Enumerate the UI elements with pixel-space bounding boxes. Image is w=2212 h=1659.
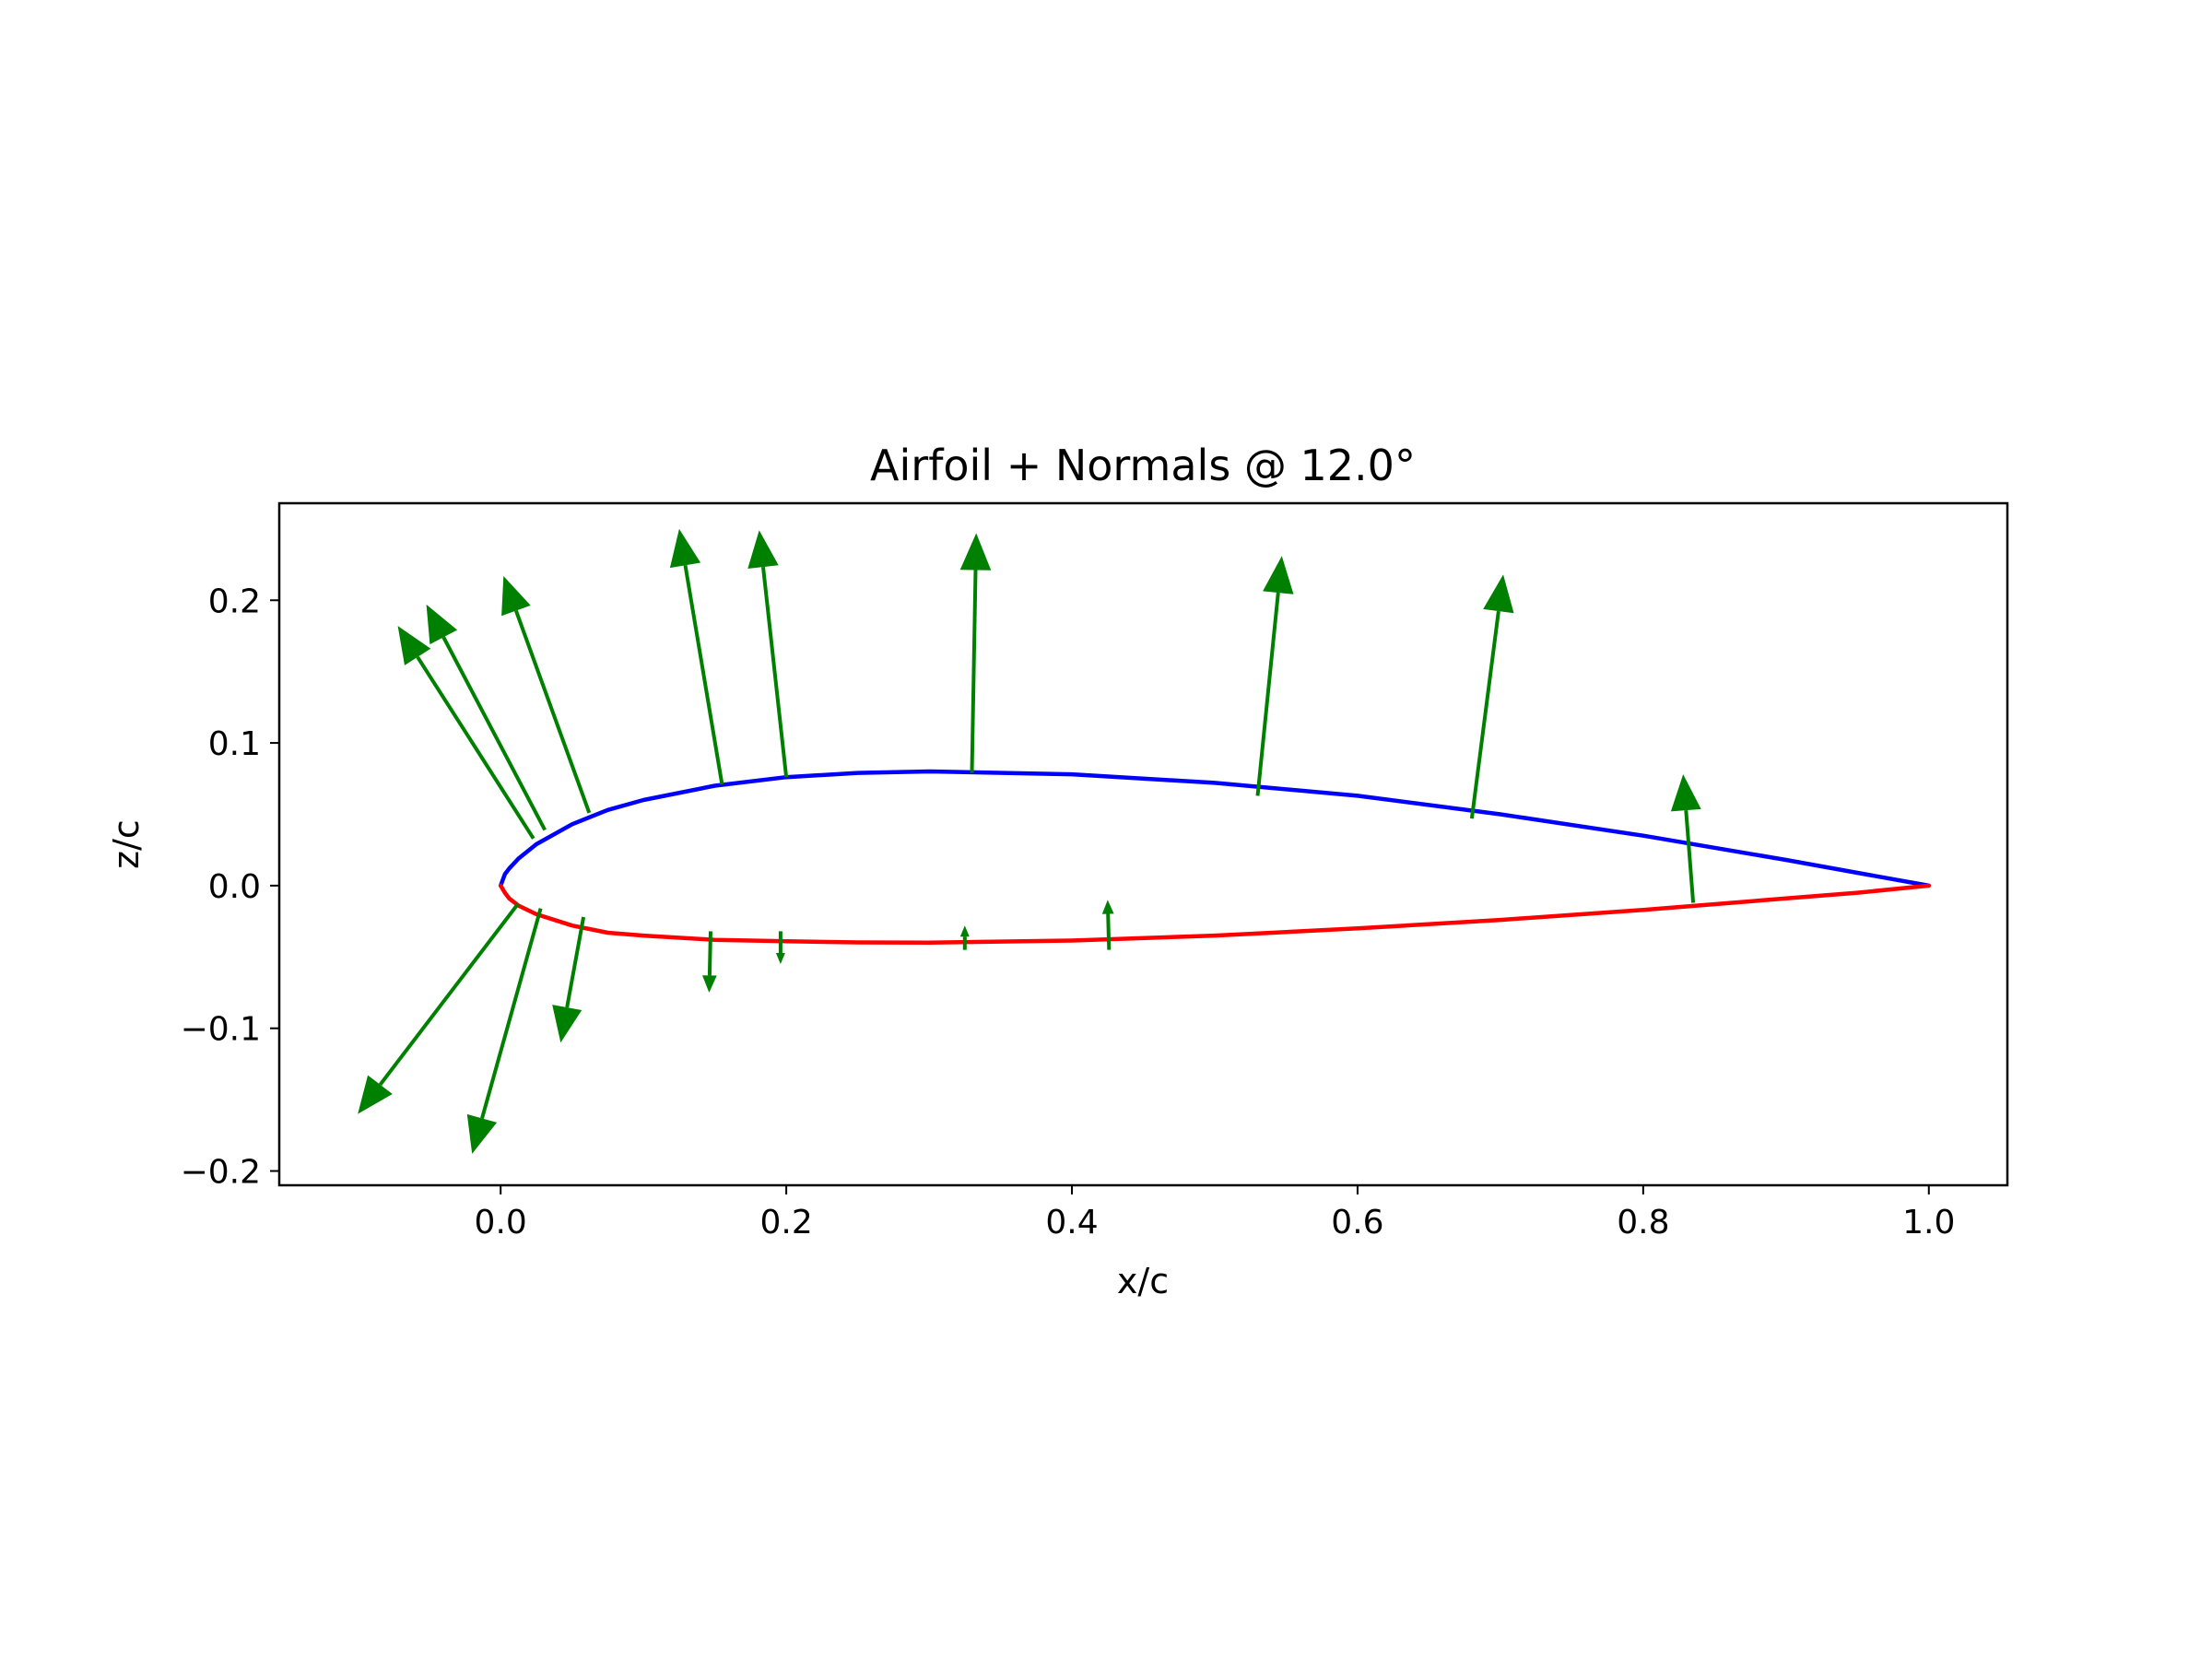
normal-arrow-head	[1101, 900, 1114, 914]
y-tick-label: 0.1	[208, 725, 261, 763]
normal-arrow-head	[358, 1075, 393, 1114]
normal-arrow	[397, 626, 535, 840]
y-tick-label: −0.2	[181, 1154, 261, 1192]
normal-arrow-head	[1483, 574, 1514, 614]
normal-arrow-head	[747, 530, 779, 569]
normal-arrow-head	[959, 533, 992, 571]
x-tick-label: 1.0	[1902, 1204, 1955, 1241]
normal-vectors	[358, 528, 1701, 1154]
x-tick-label: 0.6	[1331, 1204, 1383, 1241]
normal-arrow-shaft	[1469, 610, 1500, 819]
normal-arrow-head	[552, 1005, 582, 1043]
normal-arrow-head	[501, 576, 531, 617]
normal-arrow-shaft	[480, 908, 543, 1119]
normal-arrow-head	[466, 1113, 498, 1154]
normal-arrow-shaft	[1684, 810, 1696, 903]
chart-title: Airfoil + Normals @ 12.0°	[870, 441, 1416, 490]
normal-arrow	[775, 931, 785, 964]
upper-surface-line	[498, 769, 1932, 888]
normal-arrow	[1670, 774, 1701, 903]
normal-arrow-head	[702, 975, 717, 993]
x-tick-label: 0.2	[759, 1204, 812, 1241]
x-tick-label: 0.4	[1045, 1204, 1098, 1241]
normal-arrow-shaft	[565, 916, 586, 1008]
normal-arrow-head	[1263, 556, 1294, 594]
normal-arrow	[358, 902, 520, 1114]
x-tick-label: 0.0	[475, 1204, 527, 1241]
y-tick-label: −0.1	[181, 1011, 261, 1049]
y-tick-label: 0.0	[208, 868, 261, 906]
normal-arrow-shaft	[416, 655, 535, 840]
normal-arrow	[1255, 556, 1294, 796]
normal-arrow	[426, 604, 547, 831]
normal-arrow-shaft	[514, 609, 592, 814]
normal-arrow-shaft	[1106, 913, 1112, 950]
normal-arrow	[1469, 574, 1514, 819]
normal-arrow-head	[669, 528, 701, 569]
normal-arrow-shaft	[761, 566, 789, 778]
normal-arrow-head	[959, 925, 970, 937]
normal-arrow-head	[397, 626, 431, 665]
lower-surface-line	[498, 883, 1932, 946]
normal-arrow	[702, 931, 717, 993]
normal-arrow	[501, 576, 592, 814]
normal-arrow	[552, 916, 586, 1043]
x-tick-label: 0.8	[1617, 1204, 1669, 1241]
normal-arrow	[747, 530, 789, 778]
normal-arrow	[959, 925, 970, 950]
x-axis-label: x/c	[1117, 1261, 1169, 1301]
normal-arrow-head	[1670, 774, 1701, 812]
normal-arrow	[466, 908, 543, 1154]
airfoil-surfaces	[498, 769, 1932, 946]
normal-arrow-shaft	[378, 902, 520, 1087]
normal-arrow-head	[426, 604, 458, 645]
x-axis-ticks: 0.0 0.2 0.4 0.6 0.8 1.0	[475, 1185, 1955, 1241]
normal-arrow	[669, 528, 724, 785]
normal-arrow-shaft	[1255, 592, 1280, 796]
normal-arrow-shaft	[683, 564, 724, 785]
axes-frame	[277, 501, 2009, 1187]
plot-area	[358, 528, 1932, 1154]
y-axis-label: z/c	[106, 819, 147, 869]
y-tick-label: 0.2	[208, 582, 261, 620]
normal-arrow	[959, 533, 992, 773]
normal-arrow-shaft	[707, 931, 712, 976]
y-axis-ticks: −0.2 −0.1 0.0 0.1 0.2	[181, 582, 279, 1192]
normal-arrow-shaft	[970, 570, 978, 773]
normal-arrow	[1101, 900, 1114, 950]
normal-arrow-shaft	[441, 636, 547, 831]
normal-arrow-head	[775, 953, 785, 964]
